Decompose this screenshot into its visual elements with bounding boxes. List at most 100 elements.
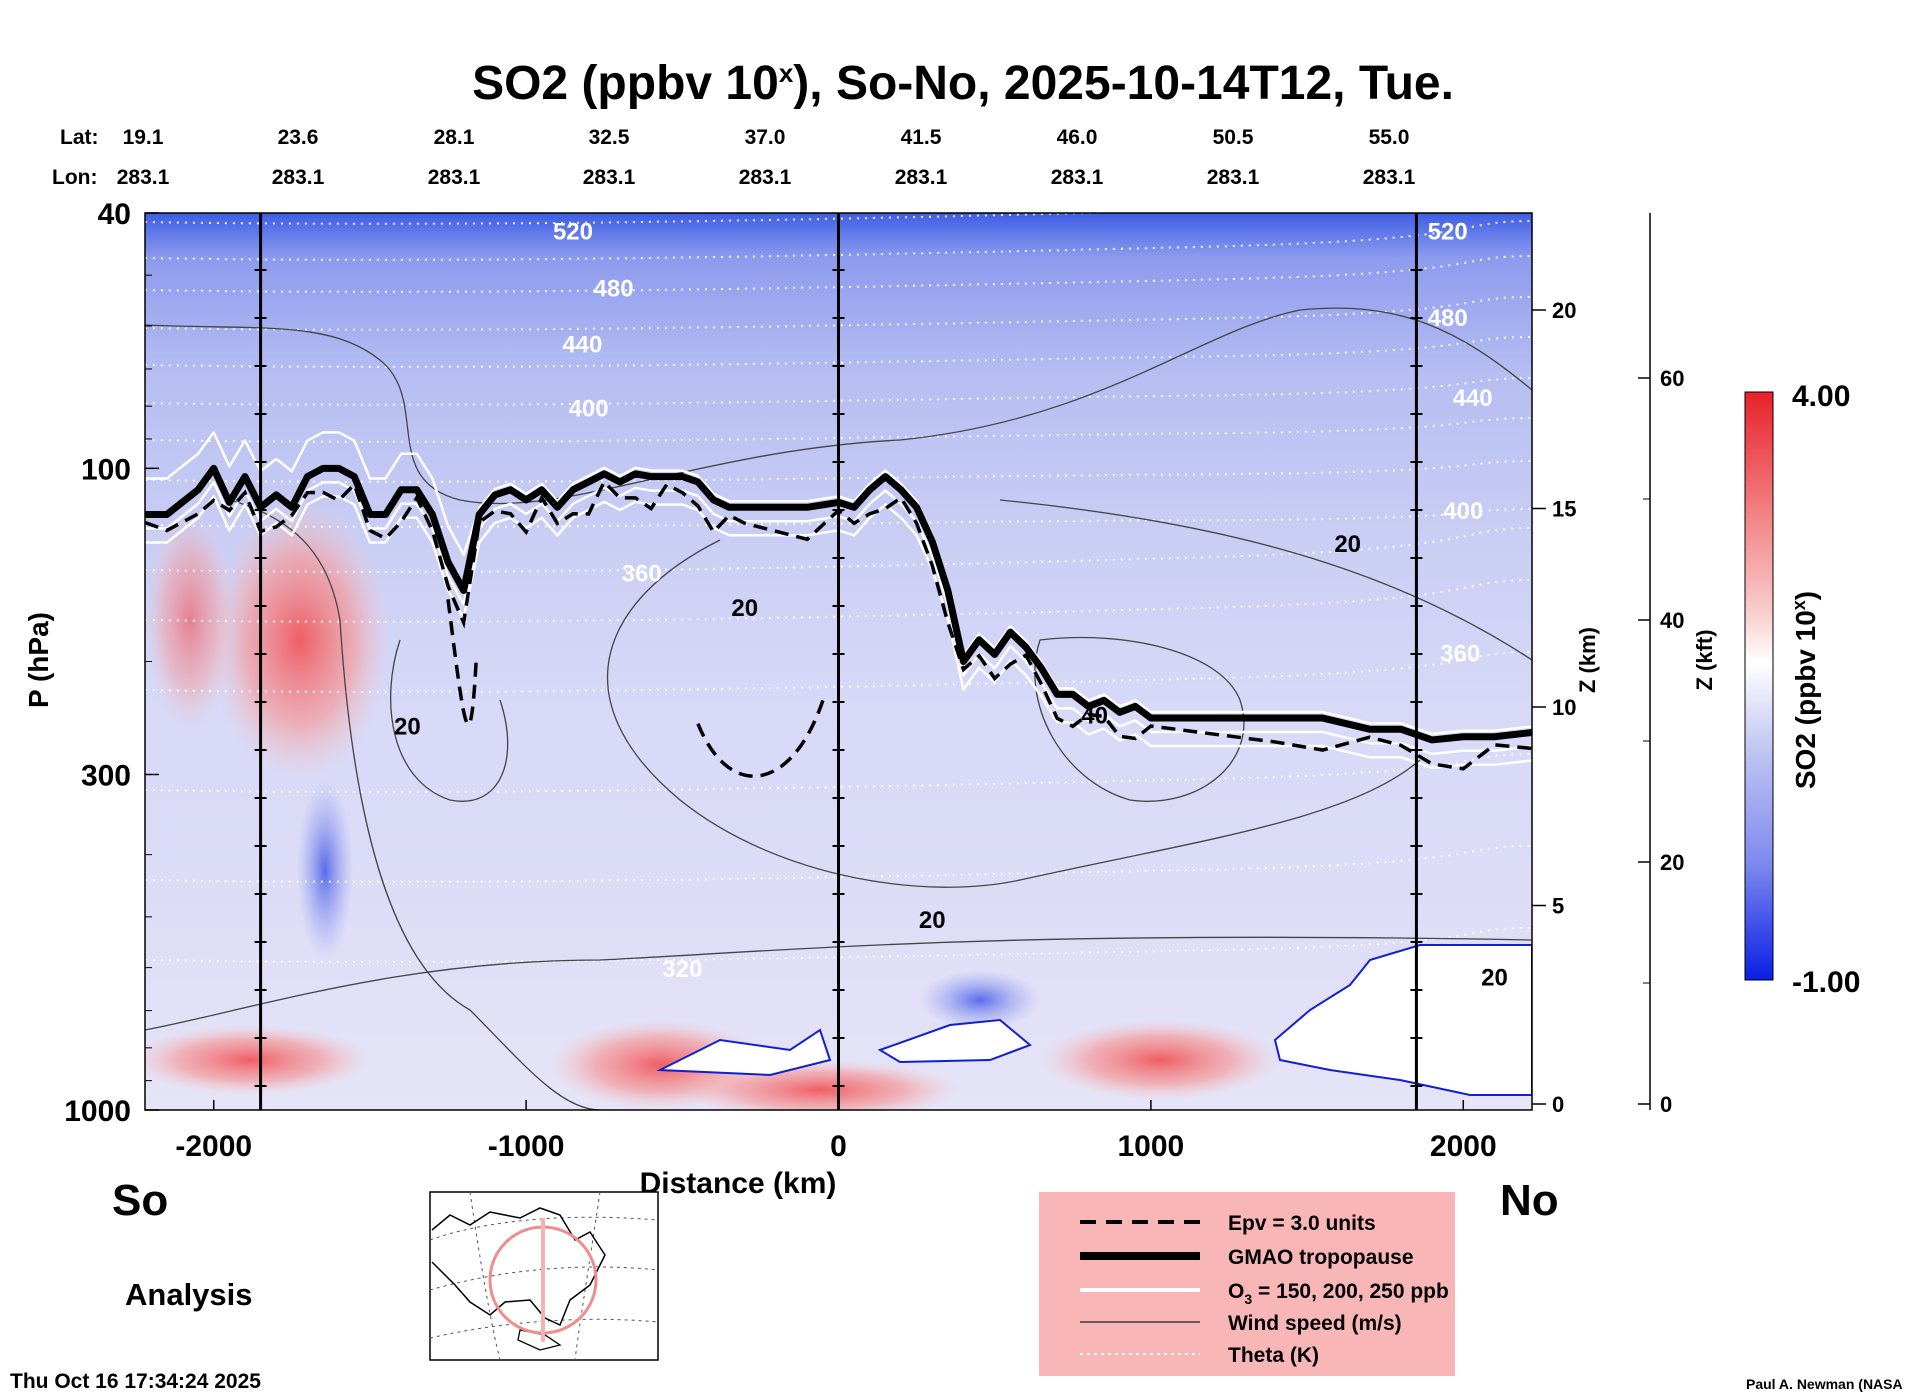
- y-tick-label: 40: [98, 198, 131, 231]
- theta-label: 440: [562, 332, 602, 359]
- theta-contour: [145, 255, 1532, 293]
- wind-label: 20: [1334, 531, 1361, 558]
- z-km-tick-label: 5: [1552, 894, 1564, 919]
- epv-contour: [145, 478, 1532, 778]
- wind-label: 20: [1481, 965, 1508, 992]
- theta-contour: [145, 579, 1532, 623]
- theta-contour: [145, 845, 1532, 883]
- tropopause-curve: [145, 464, 1532, 744]
- theta-label: 480: [594, 276, 634, 303]
- y-axis-title: P (hPa): [23, 612, 54, 708]
- wind-label: 20: [731, 595, 758, 622]
- lat-tick-label: 46.0: [1057, 126, 1098, 149]
- theta-contour: [145, 527, 1532, 573]
- z-kft-tick-label: 60: [1660, 366, 1684, 391]
- theta-contour: [145, 753, 1532, 793]
- analysis-label: Analysis: [125, 1277, 253, 1312]
- y-tick-label: 1000: [64, 1095, 131, 1128]
- z-km-axis: 0 5 10 15 20: [1531, 213, 1576, 1117]
- wind-label: 40: [1081, 703, 1108, 730]
- lat-label: Lat:: [60, 126, 99, 149]
- so2-field: [145, 213, 1532, 1110]
- z-km-tick-label: 20: [1552, 298, 1576, 323]
- z-kft-tick-label: 20: [1660, 850, 1684, 875]
- contour-labels: 520 480 440 400 360 320 520 480 440 400 360 20 20 20 4…: [394, 219, 1508, 992]
- section-markers: [254, 213, 1423, 1110]
- credit: Paul A. Newman (NASA: [1746, 1376, 1903, 1392]
- theta-contour: [145, 377, 1532, 406]
- x-tick-label: -1000: [488, 1130, 565, 1163]
- lon-tick-label: 283.1: [895, 166, 948, 189]
- lon-tick-label: 283.1: [272, 166, 325, 189]
- theta-label: 320: [662, 956, 702, 983]
- legend-label-wind: Wind speed (m/s): [1228, 1312, 1402, 1335]
- south-label: So: [112, 1176, 169, 1225]
- epv-contour-line: [446, 599, 478, 727]
- lat-tick-label: 23.6: [278, 126, 319, 149]
- z-km-tick-label: 15: [1552, 497, 1576, 522]
- colorbar-min-label: -1.00: [1792, 966, 1860, 999]
- theta-contour: [145, 417, 1532, 443]
- lat-tick-label: 32.5: [589, 126, 630, 149]
- theta-label: 440: [1453, 385, 1493, 412]
- ozone-contour: [145, 481, 1532, 756]
- chart-title: SO2 (ppbv 10x), So-No, 2025-10-14T12, Tu…: [472, 57, 1454, 110]
- theta-contour: [145, 460, 1532, 483]
- lon-tick-label: 283.1: [117, 166, 170, 189]
- lat-lon-ticks: 19.1 23.6 28.1 32.5 37.0 41.5 46.0 50.5 55.0 283.…: [117, 126, 1416, 189]
- theta-label: 520: [1428, 219, 1468, 246]
- lon-tick-label: 283.1: [583, 166, 636, 189]
- inset-map: [429, 1191, 659, 1361]
- z-kft-tick-label: 40: [1660, 608, 1684, 633]
- lat-tick-label: 50.5: [1213, 126, 1254, 149]
- x-axis: -2000 -1000 0 1000 2000: [175, 1100, 1497, 1163]
- colorbar-title: SO2 (ppbv 10x): [1789, 591, 1821, 789]
- y-tick-label: 300: [81, 759, 131, 792]
- theta-contour: [145, 336, 1532, 368]
- epv-contour-line: [696, 699, 825, 778]
- lat-tick-label: 28.1: [434, 126, 475, 149]
- lat-tick-label: 19.1: [123, 126, 164, 149]
- theta-label: 400: [569, 395, 609, 422]
- lon-tick-label: 283.1: [1207, 166, 1260, 189]
- wind-label: 20: [394, 714, 421, 741]
- legend-label-epv: Epv = 3.0 units: [1228, 1212, 1376, 1235]
- lon-tick-label: 283.1: [739, 166, 792, 189]
- wind-label: 20: [919, 907, 946, 934]
- z-km-axis-title: Z (km): [1575, 627, 1600, 693]
- north-label: No: [1500, 1176, 1559, 1225]
- lat-tick-label: 55.0: [1369, 126, 1410, 149]
- x-tick-label: 1000: [1118, 1130, 1185, 1163]
- lon-tick-label: 283.1: [1051, 166, 1104, 189]
- theta-label: 480: [1428, 305, 1468, 332]
- colorbar-max-label: 4.00: [1792, 380, 1850, 413]
- x-axis-title: Distance (km): [640, 1167, 837, 1200]
- theta-contour: [145, 220, 1532, 261]
- gmao-tropopause: [145, 464, 1532, 744]
- y-tick-label: 100: [81, 453, 131, 486]
- y-axis: 40 100 300 1000: [64, 198, 159, 1128]
- ozone-contour: [145, 431, 1532, 736]
- theta-label: 360: [1440, 641, 1480, 668]
- legend: Epv = 3.0 units GMAO tropopause O3 = 150…: [1039, 1192, 1455, 1376]
- theta-label: 520: [553, 219, 593, 246]
- theta-contour: [145, 651, 1532, 693]
- x-tick-label: 0: [830, 1130, 847, 1163]
- legend-label-theta: Theta (K): [1228, 1344, 1319, 1367]
- wind-speed-contours: [145, 307, 1532, 1110]
- z-km-tick-label: 10: [1552, 695, 1576, 720]
- z-km-tick-label: 0: [1552, 1092, 1564, 1117]
- x-tick-label: 2000: [1430, 1130, 1497, 1163]
- theta-contour: [145, 508, 1532, 528]
- lat-tick-label: 41.5: [901, 126, 942, 149]
- lon-label: Lon:: [52, 166, 97, 189]
- lat-tick-label: 37.0: [745, 126, 786, 149]
- lon-tick-label: 283.1: [428, 166, 481, 189]
- timestamp: Thu Oct 16 17:34:24 2025: [10, 1370, 261, 1393]
- epv-contour-line: [145, 478, 1532, 771]
- theta-contour: [145, 296, 1532, 331]
- z-kft-axis-title: Z (kft): [1692, 629, 1717, 690]
- theta-contour: [145, 927, 1532, 963]
- lon-tick-label: 283.1: [1363, 166, 1416, 189]
